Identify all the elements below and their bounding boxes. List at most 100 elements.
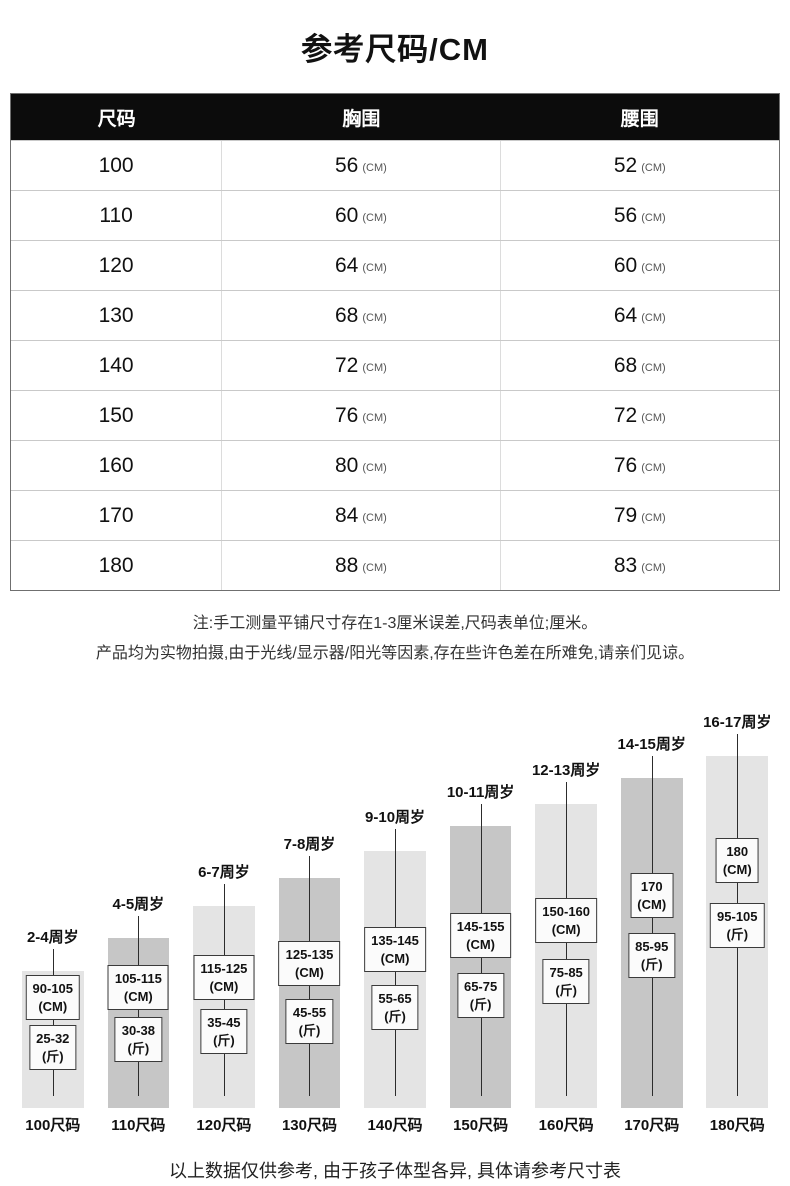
size-cell: 170: [11, 491, 223, 540]
chest-cell: 56 (CM): [222, 141, 501, 190]
cm-unit-label: (CM): [722, 861, 752, 877]
waist-value: 60: [613, 253, 638, 277]
cm-unit-label: (CM): [123, 988, 153, 1004]
cm-unit-label: (CM): [362, 561, 387, 574]
bar-column: 2-4周岁 90-105 (CM) 25-32 (斤): [10, 708, 96, 1109]
jin-unit-label: (斤): [384, 1008, 406, 1024]
weight-box: 45-55 (斤): [285, 999, 334, 1045]
weight-box: 65-75 (斤): [456, 973, 505, 1019]
bar-column: 16-17周岁 180 (CM) 95-105 (斤): [695, 708, 781, 1109]
height-box: 170 (CM): [630, 873, 674, 919]
waist-cell: 68 (CM): [501, 341, 779, 390]
jin-unit-label: (斤): [127, 1040, 150, 1056]
cm-unit-label: (CM): [380, 950, 410, 966]
waist-value: 76: [613, 453, 638, 477]
weight-box: 30-38 (斤): [114, 1017, 162, 1063]
waist-cell: 64 (CM): [501, 291, 779, 340]
age-label: 10-11周岁: [446, 784, 515, 802]
height-value: 105-115: [114, 971, 162, 987]
bar-line: [52, 949, 54, 1097]
weight-value: 25-32: [36, 1031, 70, 1047]
cm-unit-label: (CM): [641, 461, 666, 474]
waist-value: 52: [613, 153, 638, 177]
chest-cell: 68 (CM): [222, 291, 501, 340]
chest-value: 60: [334, 203, 359, 227]
weight-box: 25-32 (斤): [29, 1025, 77, 1071]
chest-value: 76: [334, 403, 359, 427]
measurement-notes: 注:手工测量平铺尺寸存在1-3厘米误差,尺码表单位;厘米。 产品均为实物拍摄,由…: [0, 609, 790, 668]
size-cell: 140: [11, 341, 223, 390]
cm-unit-label: (CM): [641, 311, 666, 324]
cm-unit-label: (CM): [641, 511, 666, 524]
weight-box: 85-95 (斤): [628, 933, 676, 979]
age-label: 16-17周岁: [703, 714, 772, 732]
height-value: 90-105: [32, 981, 74, 997]
age-label: 7-8周岁: [283, 836, 336, 854]
waist-cell: 60 (CM): [501, 241, 779, 290]
weight-value: 55-65: [378, 991, 412, 1007]
waist-cell: 72 (CM): [501, 391, 779, 440]
size-axis-label: 150尺码: [453, 1117, 509, 1135]
waist-value: 83: [613, 553, 638, 577]
cm-unit-label: (CM): [641, 211, 666, 224]
age-label: 2-4周岁: [26, 929, 79, 947]
height-value: 145-155: [456, 919, 505, 935]
bar-column: 12-13周岁 150-160 (CM) 75-85 (斤): [523, 708, 609, 1109]
waist-value: 64: [613, 303, 638, 327]
table-row: 120 64 (CM) 60 (CM): [11, 240, 779, 290]
chest-value: 72: [334, 353, 359, 377]
waist-value: 72: [613, 403, 638, 427]
size-axis-label: 180尺码: [709, 1117, 765, 1135]
bar-rect: [535, 804, 597, 1109]
cm-unit-label: (CM): [295, 964, 324, 980]
chest-cell: 80 (CM): [222, 441, 501, 490]
age-label: 14-15周岁: [617, 736, 686, 754]
height-box: 180 (CM): [715, 838, 759, 884]
bar-line: [651, 756, 653, 1097]
weight-box: 75-85 (斤): [542, 959, 590, 1005]
jin-unit-label: (斤): [640, 956, 663, 972]
bar-rect: [364, 851, 426, 1109]
height-value: 170: [640, 879, 663, 895]
chest-value: 56: [334, 153, 359, 177]
size-axis-label: 110尺码: [111, 1117, 166, 1135]
jin-unit-label: (斤): [726, 926, 749, 942]
size-axis-label: 160尺码: [538, 1117, 594, 1135]
bar-rect: [278, 878, 341, 1109]
jin-unit-label: (斤): [555, 982, 577, 998]
chest-cell: 60 (CM): [222, 191, 501, 240]
size-table: 尺码 胸围 腰围 100 56 (CM) 52 (CM) 110 60 (CM) 56…: [10, 93, 780, 591]
size-axis-label: 140尺码: [367, 1117, 423, 1135]
weight-value: 35-45: [207, 1015, 241, 1031]
waist-value: 68: [613, 353, 638, 377]
weight-value: 95-105: [717, 909, 758, 925]
height-box: 135-145 (CM): [364, 927, 426, 973]
jin-unit-label: (斤): [469, 996, 492, 1012]
header-waist: 腰围: [620, 108, 659, 130]
height-value: 150-160: [542, 904, 591, 920]
table-row: 110 60 (CM) 56 (CM): [11, 190, 779, 240]
cm-unit-label: (CM): [362, 161, 387, 174]
size-cell: 150: [11, 391, 223, 440]
chest-value: 84: [334, 503, 359, 527]
age-label: 6-7周岁: [198, 864, 250, 882]
cm-unit-label: (CM): [362, 511, 387, 524]
waist-value: 56: [613, 203, 638, 227]
note-line-2: 产品均为实物拍摄,由于光线/显示器/阳光等因素,存在些许色差在所难免,请亲们见谅…: [95, 644, 695, 662]
bar-column: 14-15周岁 170 (CM) 85-95 (斤): [609, 708, 695, 1109]
cm-unit-label: (CM): [362, 261, 387, 274]
cm-unit-label: (CM): [362, 411, 387, 424]
size-axis-label: 100尺码: [25, 1117, 81, 1135]
weight-value: 85-95: [635, 939, 669, 955]
age-label: 12-13周岁: [531, 762, 601, 780]
chest-cell: 64 (CM): [222, 241, 501, 290]
size-cell: 160: [11, 441, 223, 490]
bar-column: 9-10周岁 135-145 (CM) 55-65 (斤): [352, 708, 438, 1109]
cm-unit-label: (CM): [209, 978, 239, 994]
chest-cell: 88 (CM): [222, 541, 501, 590]
waist-cell: 79 (CM): [501, 491, 779, 540]
age-label: 9-10周岁: [365, 809, 426, 827]
weight-box: 55-65 (斤): [371, 985, 419, 1031]
height-box: 145-155 (CM): [449, 913, 512, 959]
